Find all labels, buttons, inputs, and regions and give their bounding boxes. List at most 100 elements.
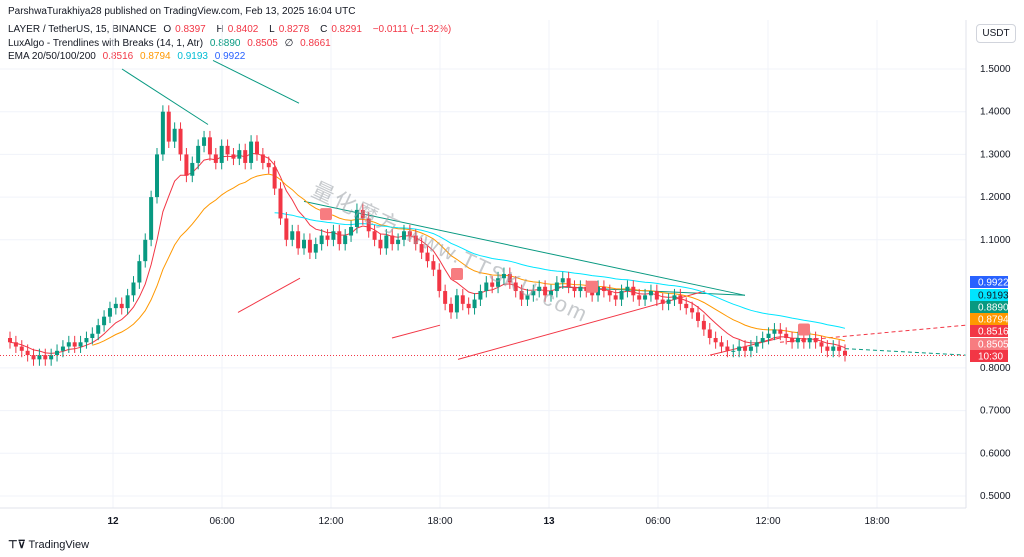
candle-body — [96, 325, 101, 334]
candle-body — [654, 291, 659, 300]
price-tag-label-5: 0.8505 — [978, 340, 1009, 351]
currency-button[interactable]: USDT — [976, 24, 1016, 43]
candle-body — [196, 145, 201, 163]
candle-body — [760, 338, 765, 343]
candle-body — [825, 346, 830, 351]
candle-body — [354, 209, 359, 227]
time-axis[interactable]: 12 06:00 12:00 18:00 13 06:00 12:00 18:00 — [0, 507, 966, 527]
break-marker-3 — [798, 323, 810, 336]
candle-body — [131, 282, 136, 296]
price-tick-3: 1.2000 — [980, 192, 1011, 203]
ohlc-close: C 0.8291 — [320, 24, 362, 35]
luxalgo-title: LuxAlgo - Trendlines with Breaks (14, 1,… — [8, 38, 204, 49]
candle-body — [454, 295, 459, 313]
candle-body — [107, 308, 112, 317]
candle-body — [272, 167, 277, 189]
candle-body — [519, 291, 524, 300]
candle-body — [684, 303, 689, 309]
candle-body — [331, 231, 336, 240]
candle-body — [372, 231, 377, 240]
candle-body — [237, 150, 242, 159]
candle-body — [766, 333, 771, 339]
luxalgo-legend[interactable]: LuxAlgo - Trendlines with Breaks (14, 1,… — [8, 38, 335, 49]
candle-body — [601, 286, 606, 292]
price-tag-5 — [970, 338, 1008, 350]
candle-body — [837, 346, 842, 351]
trendline — [121, 68, 209, 125]
price-tag-label-1: 0.9193 — [978, 291, 1009, 302]
candle-body — [202, 137, 207, 146]
candle-body — [290, 231, 295, 240]
candle-body — [590, 291, 595, 296]
trendline — [391, 324, 441, 339]
candle-body — [137, 261, 142, 283]
break-marker-1 — [451, 267, 463, 280]
candle-body — [843, 350, 847, 356]
candle-body — [543, 286, 548, 296]
candle-body — [43, 355, 48, 360]
candle-body — [13, 342, 18, 347]
candle-body — [695, 312, 700, 321]
candle-body — [507, 273, 512, 283]
candle-body — [619, 291, 624, 300]
ohlc-change: −0.0111 (−1.32%) — [372, 24, 452, 35]
candle-body — [155, 154, 160, 198]
candle-body — [249, 141, 254, 163]
candle-body — [513, 282, 518, 292]
published-info: ParshwaTurakhiya28 published on TradingV… — [8, 6, 356, 17]
candle-body — [325, 235, 330, 240]
candle-body — [143, 239, 148, 262]
candle-body — [113, 303, 118, 309]
candle-body — [102, 316, 107, 326]
candle-body — [772, 329, 777, 334]
candle-body — [296, 231, 301, 249]
candle-body — [72, 342, 77, 347]
candle-body — [31, 355, 36, 360]
candle-body — [790, 338, 795, 343]
candle-body — [401, 231, 406, 240]
candle-body — [360, 209, 365, 219]
candle-body — [672, 295, 677, 300]
break-marker-0 — [320, 208, 332, 221]
candle-body — [172, 128, 177, 142]
ohlc-open: O 0.8397 — [163, 24, 206, 35]
price-tick-4: 1.1000 — [980, 235, 1011, 246]
candle-body — [831, 346, 836, 351]
candle-body — [560, 278, 565, 283]
price-tick-8: 0.5000 — [980, 491, 1011, 502]
candle-body — [625, 286, 630, 292]
ema-legend[interactable]: EMA 20/50/100/200 0.8516 0.8794 0.9193 0… — [8, 51, 249, 62]
candle-body — [419, 244, 424, 253]
break-markers — [320, 208, 810, 336]
candle-body — [484, 282, 489, 292]
tradingview-logo-text: TradingView — [28, 539, 90, 551]
luxalgo-value-2: 0.8505 — [247, 38, 278, 49]
candle-body — [578, 286, 583, 292]
luxalgo-value-3: ∅ — [284, 38, 294, 49]
candle-body — [219, 145, 224, 163]
ema-title: EMA 20/50/100/200 — [8, 51, 96, 62]
candle-body — [449, 303, 454, 313]
price-tag-label-3: 0.8794 — [978, 315, 1009, 326]
ema-line — [92, 173, 846, 346]
candle-body — [343, 235, 348, 245]
candle-body — [437, 269, 442, 292]
candle-body — [337, 231, 342, 245]
candle-body — [313, 244, 318, 253]
tradingview-logo[interactable]: ⊤⊽ TradingView — [8, 538, 89, 551]
candle-body — [743, 346, 748, 351]
price-tag-label-6: 10:30 — [978, 352, 1003, 363]
price-tag-4 — [970, 325, 1008, 337]
candle-body — [319, 235, 324, 245]
candle-body — [731, 350, 736, 352]
price-axis[interactable]: 1.5000 1.4000 1.3000 1.2000 1.1000 0.8000 0.70… — [965, 20, 1011, 508]
candle-body — [443, 291, 448, 304]
price-tick-0: 1.5000 — [980, 64, 1011, 75]
break-marker-2 — [586, 280, 598, 293]
trendline — [303, 200, 746, 296]
candle-body — [431, 261, 436, 270]
candle-body — [225, 145, 230, 155]
